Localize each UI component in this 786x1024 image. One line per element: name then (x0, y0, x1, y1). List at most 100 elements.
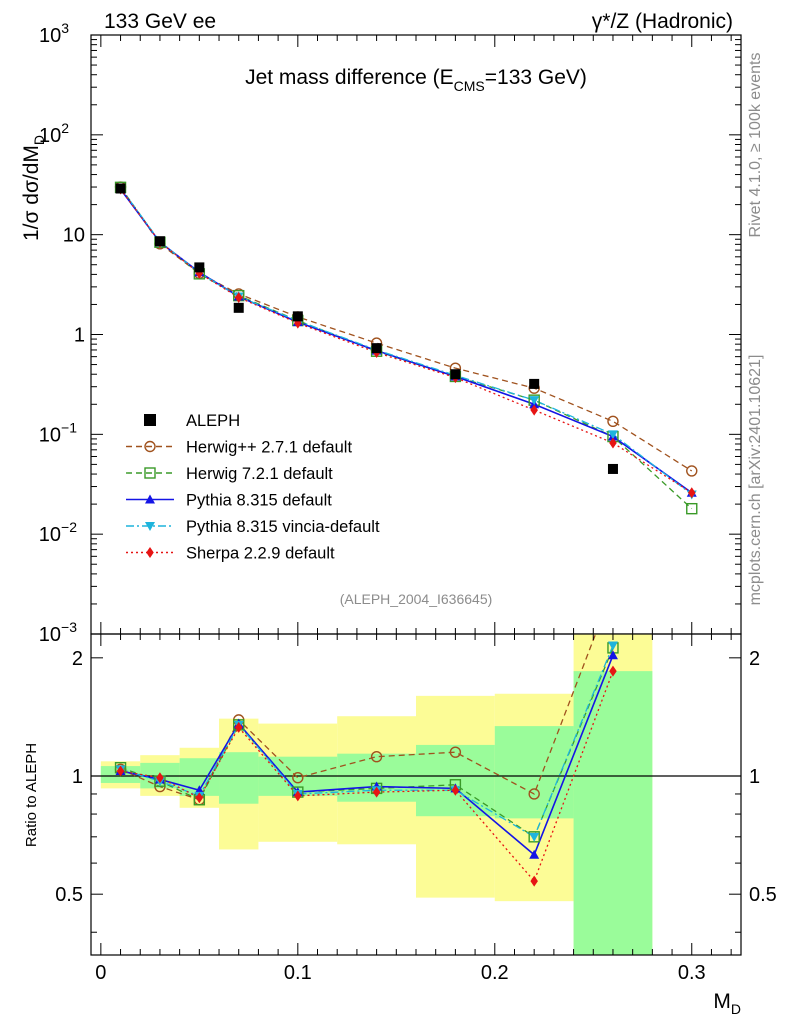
x-axis-ticks: 0 0.1 0.2 0.3 (95, 35, 732, 984)
ratio-y-tick-label-left: 2 (72, 648, 83, 670)
main-y-tick-label-base: 1 (74, 325, 85, 347)
ratio-series-point (294, 790, 302, 802)
ratio-series-point (234, 721, 243, 733)
series-point (686, 502, 698, 515)
series-line (120, 188, 693, 494)
ratio-series-line (120, 645, 614, 838)
aleph-data-point (371, 343, 382, 354)
legend-label: Herwig 7.2.1 default (186, 465, 333, 483)
x-tick-label: 0 (95, 962, 106, 984)
main-y-tick-label: 10−1 (39, 419, 77, 446)
series-point (234, 291, 243, 303)
ratio-y-tick-label-left: 0.5 (55, 884, 83, 906)
x-axis-label-sub: D (731, 1001, 741, 1017)
ratio-series-point (370, 750, 383, 763)
chart-title-main: Jet mass difference (E (245, 66, 454, 89)
ratio-series-point (451, 784, 460, 796)
ratio-series-point (292, 772, 304, 784)
series-point (607, 430, 618, 440)
aleph-data-point (194, 262, 205, 273)
legend-marker-aleph (144, 414, 156, 426)
ratio-y-ticks: 2 2 1 1 0.5 0.5 (55, 648, 777, 933)
legend-marker (144, 467, 156, 479)
aleph-data-point (292, 311, 303, 322)
legend-label: Sherpa 2.2.9 default (186, 545, 335, 563)
analysis-tag: (ALEPH_2004_I636645) (340, 591, 493, 607)
legend: ALEPH Herwig++ 2.7.1 default Herwig 7.2.1 … (126, 412, 380, 563)
aleph-data-point (607, 463, 618, 474)
chart-title-tail: =133 GeV) (485, 66, 587, 89)
legend-marker (144, 440, 156, 453)
ratio-series-point (156, 772, 164, 784)
series-point (609, 437, 617, 449)
ratio-series-point (529, 849, 540, 859)
legend-label: Herwig++ 2.7.1 default (186, 439, 352, 457)
series-point (530, 404, 538, 416)
main-y-tick-label-base: 10 (39, 25, 61, 47)
series-line (120, 186, 693, 510)
main-y-axis-label: 1/σ dσ/dMD (20, 135, 47, 241)
main-panel: Jet mass difference (ECMS=133 GeV) (ALEP… (39, 20, 742, 646)
ratio-series-point (607, 650, 618, 660)
ratio-stat-uncertainty-band (416, 744, 495, 817)
main-y-tick-label-base: 10 (63, 225, 85, 247)
ratio-series-point (116, 765, 125, 777)
ratio-y-tick-label-left: 1 (72, 766, 83, 788)
ratio-panel: 2 2 1 1 0.5 0.5 (55, 633, 777, 956)
series-point (607, 415, 619, 428)
chart-title-sub: CMS (454, 78, 485, 94)
main-y-tick-label-base: 10 (39, 424, 61, 446)
main-y-tick-label: 10−3 (39, 619, 77, 646)
ratio-stat-uncertainty-band (573, 671, 653, 955)
x-tick-label: 0.2 (481, 962, 509, 984)
ratio-series-point (609, 665, 617, 677)
ratio-y-axis-label: Ratio to ALEPH (23, 743, 40, 847)
aleph-data-point (115, 183, 126, 194)
ratio-stat-uncertainty-band (219, 752, 259, 804)
series-point (529, 396, 540, 406)
ratio-series (114, 634, 619, 887)
ratio-series-line (120, 647, 614, 838)
main-y-tick-label: 10 (63, 225, 85, 247)
legend-label-aleph: ALEPH (186, 412, 240, 430)
ratio-uncertainty-bands (91, 634, 741, 955)
ratio-series-point (530, 875, 538, 887)
ratio-y-tick-label-right: 1 (749, 766, 760, 788)
ratio-series-point (195, 792, 204, 804)
main-y-tick-label-exponent: −2 (61, 519, 77, 535)
series-point (686, 465, 698, 477)
main-y-tick-label-exponent: −3 (61, 619, 77, 635)
mcplots-source-text: mcplots.cern.ch [arXiv:2401.10621] (747, 355, 764, 606)
legend-marker (145, 522, 155, 531)
ratio-series-point (607, 641, 618, 651)
main-y-axis-label-main: 1/σ dσ/dM (20, 145, 43, 241)
aleph-data-point (450, 369, 461, 380)
ratio-y-tick-label-right: 0.5 (749, 884, 777, 906)
series-point (688, 487, 696, 499)
chart-title: Jet mass difference (ECMS=133 GeV) (245, 66, 587, 94)
ratio-series-point (372, 786, 381, 798)
rivet-version-text: Rivet 4.1.0, ≥ 100k events (747, 53, 764, 238)
ratio-series-point (529, 832, 540, 842)
x-tick-label: 0.1 (284, 962, 312, 984)
x-axis-label: MD (713, 990, 741, 1017)
header-left-title: 133 GeV ee (104, 10, 216, 33)
x-tick-label: 0.3 (678, 962, 706, 984)
legend-label: Pythia 8.315 default (186, 492, 332, 510)
aleph-data-point (233, 302, 244, 313)
main-y-tick-label-exponent: 2 (61, 120, 69, 136)
legend-label: Pythia 8.315 vincia-default (186, 518, 380, 536)
main-y-tick-label-exponent: −1 (61, 419, 77, 435)
legend-marker (145, 494, 155, 504)
ratio-series-clipped (114, 634, 619, 887)
main-y-tick-label-base: 10 (39, 125, 61, 147)
header-right-title: γ*/Z (Hadronic) (592, 10, 733, 33)
ratio-series-point (449, 746, 462, 758)
aleph-data-point (154, 236, 165, 247)
main-y-axis-label-sub: D (31, 135, 47, 145)
x-axis-label-main: M (713, 990, 731, 1013)
main-y-tick-label-base: 10 (39, 524, 61, 546)
aleph-data-point (529, 378, 540, 389)
